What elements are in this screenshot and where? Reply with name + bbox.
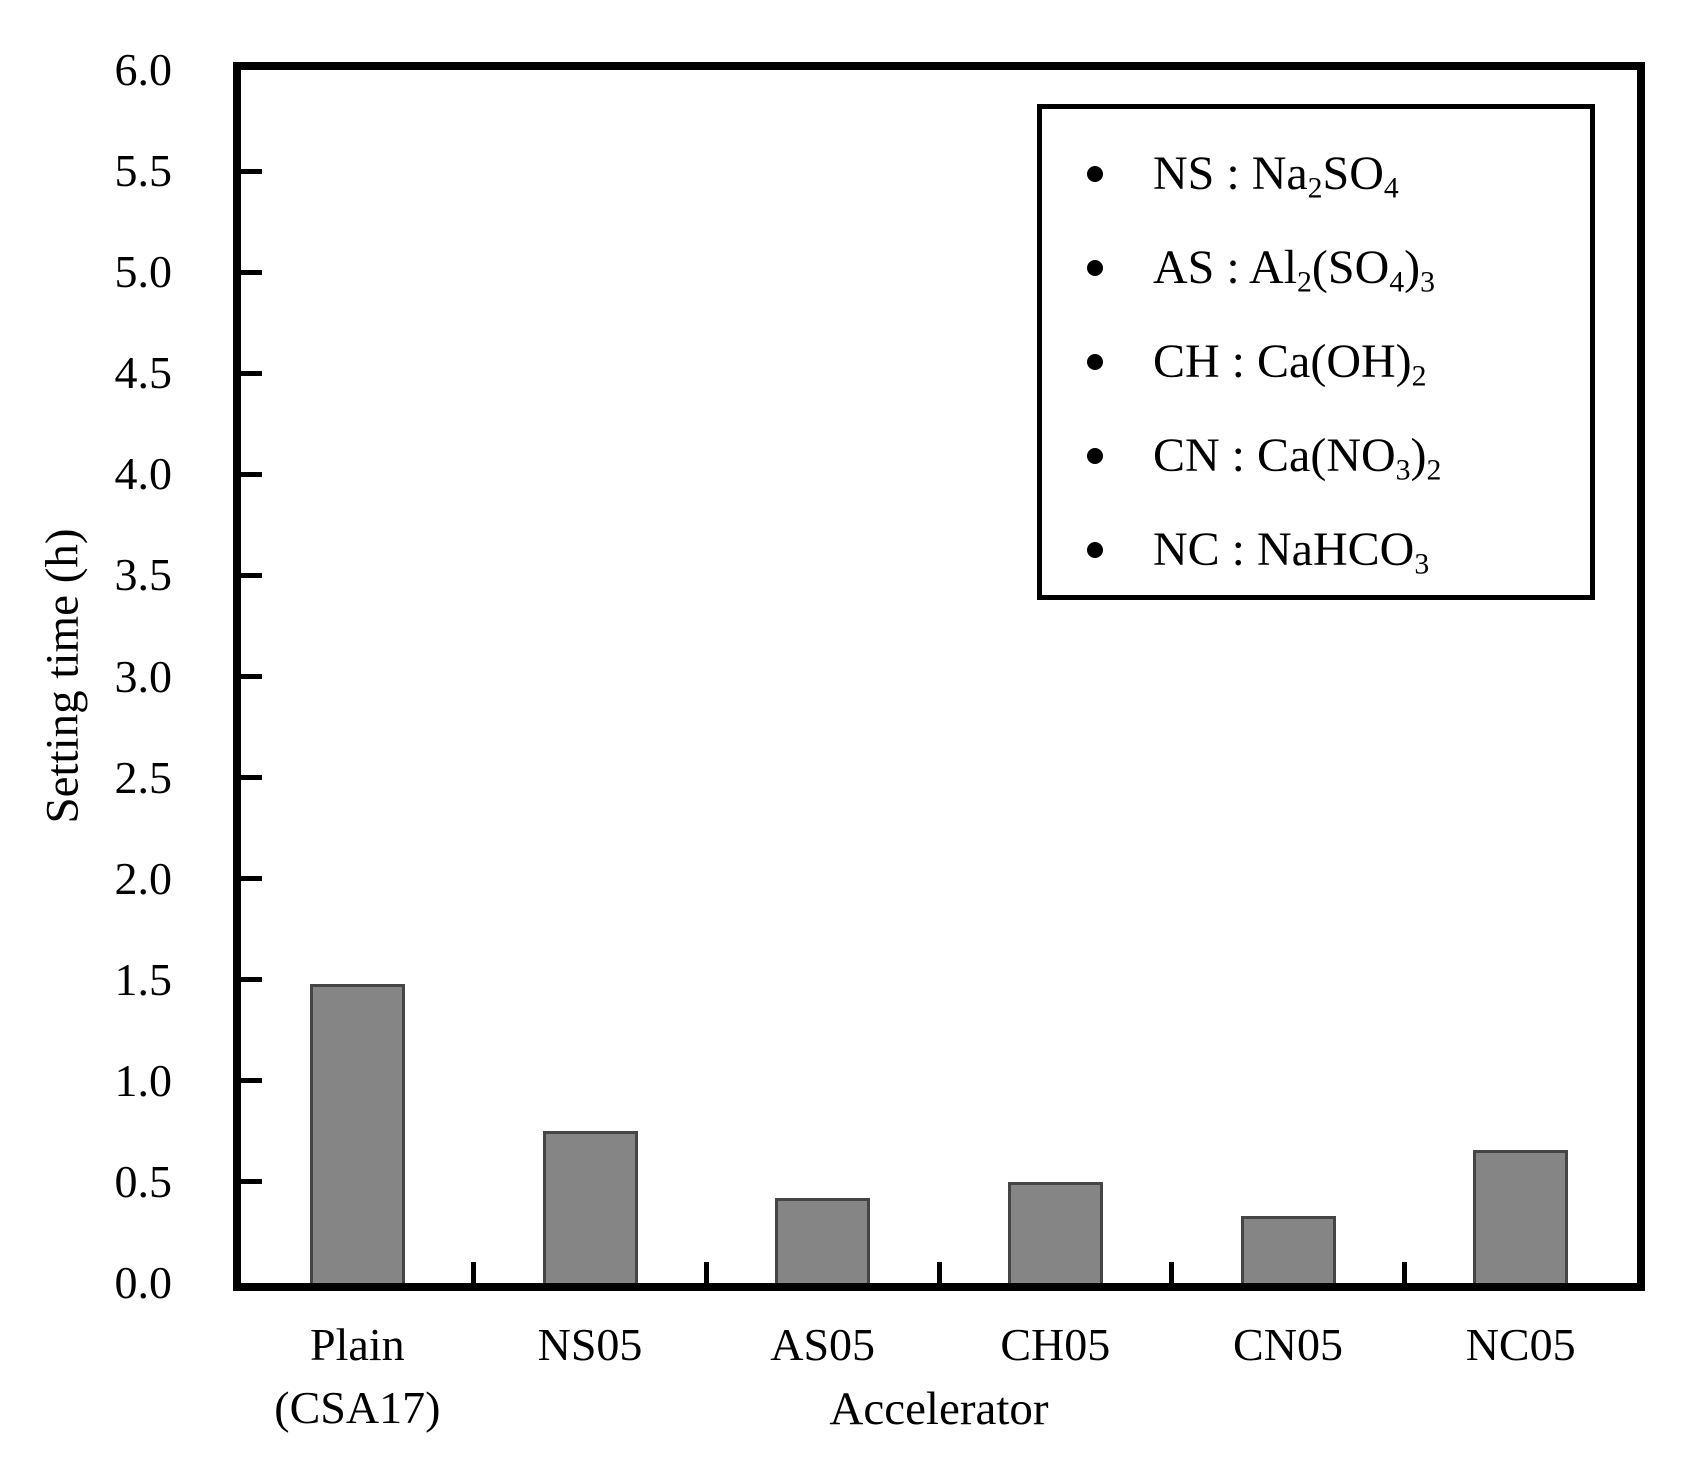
y-tick: [241, 876, 262, 882]
legend-box: NS : Na2SO4 AS : Al2(SO4)3 CH : Ca(OH)2 CN …: [1037, 104, 1595, 600]
x-axis-title: Accelerator: [829, 1383, 1049, 1435]
legend-item: CN : Ca(NO3)2: [1087, 409, 1590, 503]
bar: [1007, 1182, 1103, 1283]
y-tick-label: 1.0: [114, 1054, 173, 1106]
legend-item-label: AS : Al2(SO4)3: [1153, 241, 1435, 299]
y-tick-label: 2.0: [114, 852, 173, 904]
x-tick: [703, 1262, 709, 1283]
y-tick: [241, 1078, 262, 1084]
legend-item: NS : Na2SO4: [1087, 127, 1590, 221]
bullet-icon: [1087, 260, 1103, 276]
y-tick-label: 0.5: [114, 1155, 173, 1207]
y-tick: [241, 775, 262, 781]
y-tick: [241, 168, 262, 174]
y-tick: [241, 977, 262, 983]
legend-item-label: NC : NaHCO3: [1153, 523, 1430, 581]
legend-item-label: NS : Na2SO4: [1153, 147, 1399, 205]
y-tick: [241, 269, 262, 275]
y-tick: [241, 1179, 262, 1185]
y-tick-label: 3.0: [114, 650, 173, 702]
bullet-icon: [1087, 354, 1103, 370]
legend-item: CH : Ca(OH)2: [1087, 315, 1590, 409]
legend-item: AS : Al2(SO4)3: [1087, 221, 1590, 315]
x-tick-label: NC05: [1465, 1319, 1576, 1370]
y-tick-label: 1.5: [114, 953, 173, 1005]
x-tick: [1169, 1262, 1175, 1283]
bar: [309, 984, 405, 1283]
y-tick-label: 6.0: [114, 44, 173, 95]
y-tick: [241, 471, 262, 477]
y-tick-label: 2.5: [114, 751, 173, 803]
bullet-icon: [1087, 166, 1103, 182]
y-tick: [241, 674, 262, 679]
x-tick: [1401, 1262, 1407, 1283]
y-tick-label: 4.5: [114, 347, 173, 399]
y-tick-label: 3.5: [114, 549, 173, 601]
legend-item-label: CN : Ca(NO3)2: [1153, 429, 1442, 487]
bullet-icon: [1087, 448, 1103, 464]
y-tick-label: 4.0: [114, 448, 173, 500]
bullet-icon: [1087, 542, 1103, 558]
y-tick-label: 5.5: [114, 145, 173, 197]
x-tick: [471, 1262, 477, 1283]
bar: [1240, 1216, 1336, 1283]
legend-item-label: CH : Ca(OH)2: [1153, 335, 1427, 393]
bar: [542, 1131, 638, 1283]
x-tick-label: CH05: [1000, 1319, 1111, 1370]
y-tick-label: 0.0: [114, 1257, 173, 1308]
x-tick-label: AS05: [770, 1319, 876, 1370]
y-tick: [241, 572, 262, 578]
y-tick: [241, 370, 262, 376]
x-tick-label: Plain (CSA17): [274, 1319, 441, 1434]
legend-item: NC : NaHCO3: [1087, 503, 1590, 597]
x-tick: [936, 1262, 942, 1283]
y-tick-label: 5.0: [114, 246, 173, 298]
bar: [775, 1198, 871, 1283]
x-tick-label: NS05: [537, 1319, 643, 1370]
x-tick-label: CN05: [1233, 1319, 1343, 1370]
bar: [1473, 1150, 1569, 1283]
